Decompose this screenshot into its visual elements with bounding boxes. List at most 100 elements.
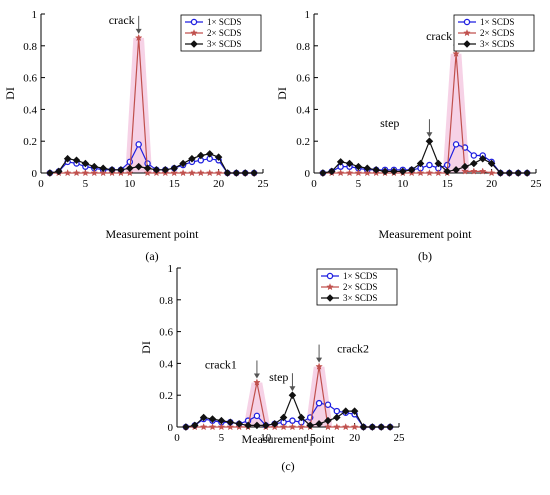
data-point-series-3 [63, 154, 72, 163]
data-point-series-3 [244, 421, 252, 430]
data-point-series-3 [324, 416, 332, 425]
legend-entry: 2× SCDS [343, 282, 377, 292]
data-point-series-3 [505, 169, 514, 177]
annotation-label: step [269, 370, 288, 384]
data-point-series-3 [390, 167, 398, 176]
data-point-series-3 [108, 166, 116, 174]
x-axis-label: Measurement point [379, 227, 473, 241]
data-point-series-3 [386, 423, 394, 431]
data-point-series-2 [99, 168, 107, 177]
y-tick-label: 0.2 [159, 390, 173, 402]
data-point-series-2 [345, 168, 354, 177]
y-tick-label: 0.6 [296, 73, 310, 85]
data-point-series-3 [250, 169, 258, 177]
data-point-series-3 [487, 159, 496, 168]
data-point-series-2 [452, 49, 460, 57]
data-point-series-3 [152, 166, 161, 174]
data-point-series-3 [425, 137, 434, 145]
data-point-series-2 [90, 168, 99, 177]
legend-entry: 1× SCDS [480, 17, 514, 27]
annotation-arrowhead [253, 373, 260, 379]
data-point-series-1 [315, 399, 323, 407]
data-point-series-1 [126, 158, 134, 166]
x-axis-label: Measurement point [106, 227, 200, 241]
data-point-series-2 [315, 362, 323, 370]
data-point-series-3 [345, 159, 354, 168]
data-point-series-2 [217, 422, 226, 431]
y-tick-label: 1 [32, 9, 38, 21]
data-point-series-3 [478, 154, 487, 163]
data-point-series-3 [72, 156, 81, 165]
panel-label: (b) [418, 249, 432, 263]
annotation-label: crack [426, 29, 452, 43]
y-axis-label: DI [3, 87, 17, 100]
x-tick-label: 15 [305, 432, 317, 444]
annotation-arrowhead [289, 386, 296, 392]
data-point-series-3 [170, 164, 178, 172]
data-point-series-3 [297, 413, 306, 422]
data-point-series-2 [434, 168, 443, 177]
data-point-series-3 [179, 159, 187, 168]
data-point-series-2 [297, 422, 306, 431]
data-point-series-3 [363, 164, 372, 172]
legend-swatch-marker [190, 28, 198, 37]
data-point-series-2 [253, 378, 261, 386]
data-point-series-3 [461, 162, 469, 171]
data-point-series-3 [270, 420, 279, 428]
x-tick-label: 5 [219, 432, 225, 444]
y-tick-label: 0.8 [296, 41, 310, 53]
data-point-series-2 [179, 168, 187, 177]
data-point-series-3 [235, 420, 243, 428]
panel-label: (c) [281, 459, 294, 473]
y-tick-label: 0.2 [23, 136, 37, 148]
y-tick-label: 0.6 [159, 327, 173, 339]
legend-entry: 3× SCDS [343, 293, 377, 303]
data-point-series-3 [381, 167, 389, 176]
data-point-series-3 [205, 150, 214, 158]
data-point-series-1 [333, 407, 341, 415]
data-point-series-3 [416, 159, 425, 168]
x-tick-label: 0 [174, 432, 180, 444]
y-axis-label: DI [275, 87, 289, 100]
data-point-series-3 [341, 407, 350, 415]
data-point-series-2 [143, 168, 152, 177]
x-tick-label: 0 [38, 178, 44, 190]
data-point-series-3 [134, 162, 143, 171]
data-point-series-3 [208, 415, 217, 423]
data-point-series-3 [399, 167, 407, 176]
y-tick-label: 0.6 [23, 73, 37, 85]
y-tick-label: 0 [32, 168, 38, 180]
data-point-series-2 [324, 422, 332, 431]
data-point-series-3 [199, 413, 208, 422]
x-tick-label: 10 [260, 432, 272, 444]
data-point-series-2 [226, 422, 235, 431]
data-point-series-1 [426, 161, 433, 169]
x-tick-label: 15 [442, 178, 454, 190]
legend-swatch-marker [326, 294, 334, 302]
y-tick-label: 0.8 [23, 41, 37, 53]
legend-swatch-marker [326, 272, 334, 280]
data-point-series-2 [461, 167, 469, 175]
data-point-series-3 [117, 166, 125, 174]
x-tick-label: 15 [169, 178, 181, 190]
data-point-series-1 [452, 141, 460, 148]
data-point-series-3 [288, 391, 297, 399]
x-tick-label: 25 [258, 178, 270, 190]
y-tick-label: 0.4 [159, 358, 173, 370]
legend-swatch-marker [326, 282, 334, 291]
x-tick-label: 20 [213, 178, 225, 190]
legend-swatch-marker [463, 18, 471, 26]
data-point-series-3 [523, 169, 531, 177]
y-tick-label: 0.8 [159, 295, 173, 307]
x-tick-label: 20 [349, 432, 361, 444]
data-point-series-1 [135, 141, 142, 148]
x-tick-label: 20 [486, 178, 498, 190]
data-point-series-2 [478, 167, 487, 175]
x-axis-label: Measurement point [242, 432, 336, 446]
data-point-series-3 [354, 162, 363, 171]
data-point-series-3 [214, 153, 223, 161]
data-point-series-2 [279, 422, 288, 431]
data-point-series-2 [487, 168, 496, 177]
legend-swatch-marker [463, 28, 471, 37]
